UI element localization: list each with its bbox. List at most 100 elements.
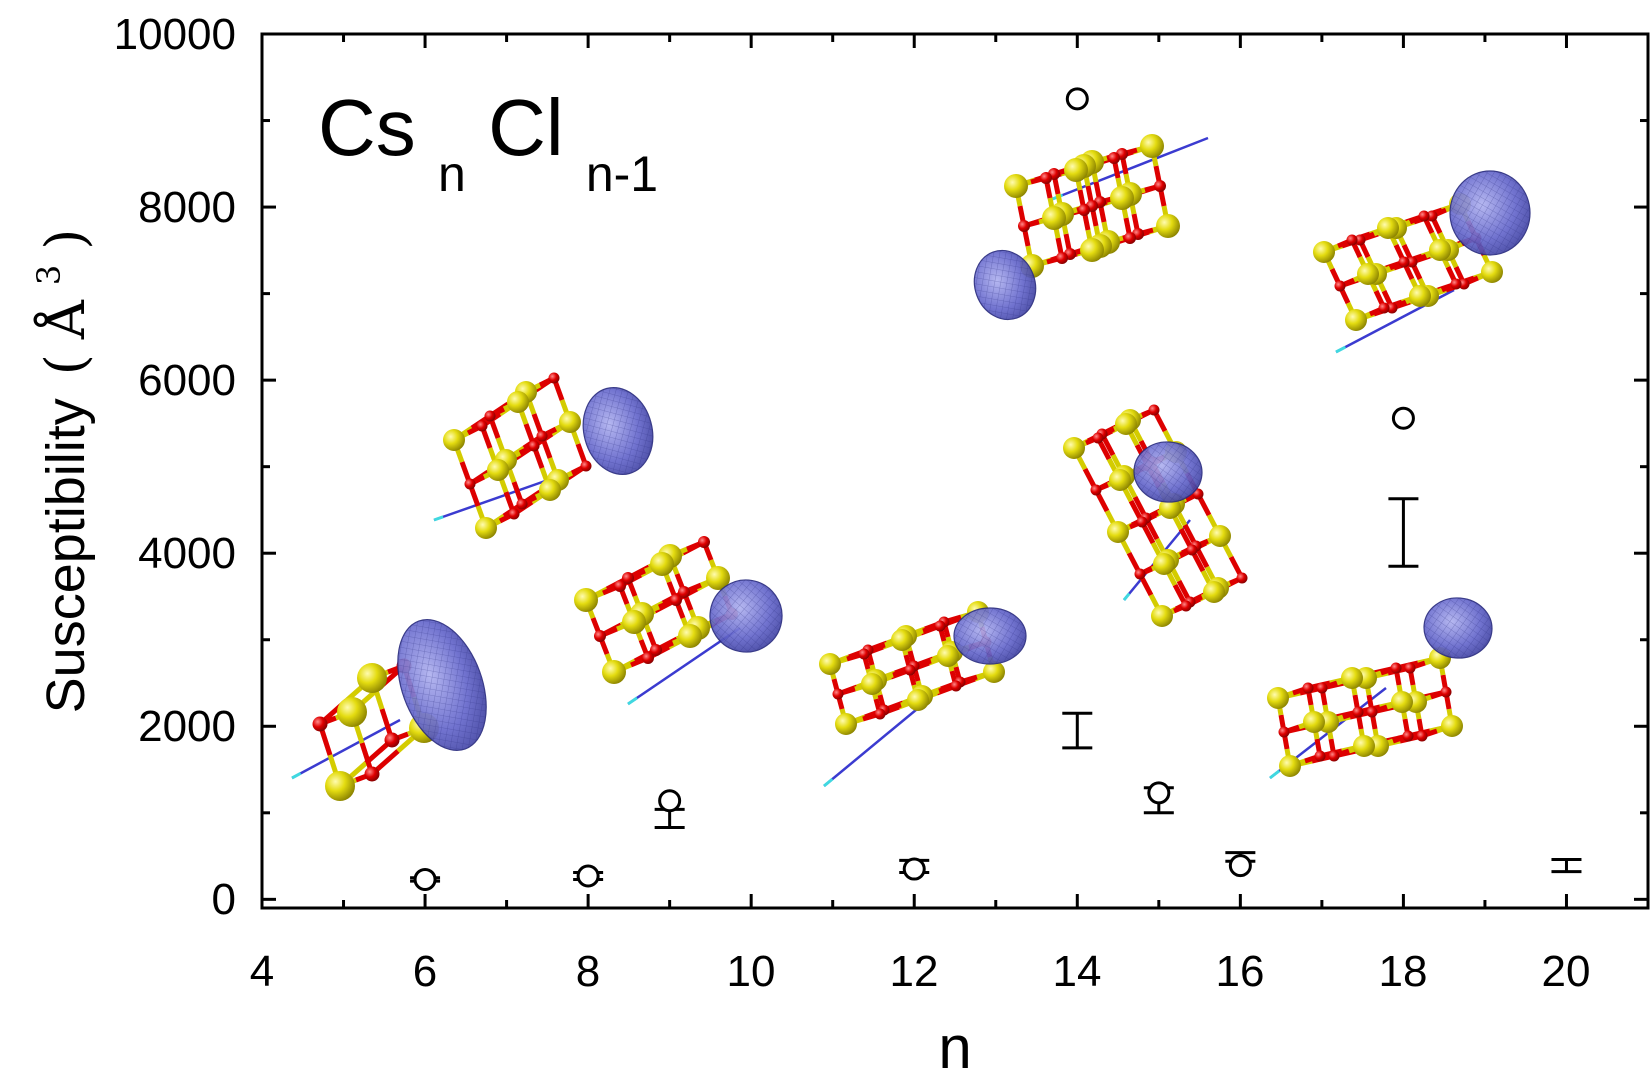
cs-atom bbox=[325, 771, 355, 801]
cl-atom bbox=[312, 716, 328, 732]
cs-atom bbox=[1203, 581, 1225, 603]
x-tick-label: 12 bbox=[890, 947, 939, 996]
cl-atom bbox=[934, 620, 946, 632]
dipole-vector-tip bbox=[1269, 769, 1281, 780]
cl-atom bbox=[1040, 172, 1052, 184]
x-tick-label: 16 bbox=[1216, 947, 1265, 996]
electron-density-mesh bbox=[1450, 171, 1530, 255]
electron-density-mesh bbox=[710, 580, 782, 652]
cs-atom bbox=[487, 459, 509, 481]
cs-atom bbox=[907, 689, 929, 711]
cl-atom bbox=[1418, 210, 1430, 222]
formula-n-minus-1-subscript: n-1 bbox=[586, 146, 658, 202]
y-axis-title-open: ( bbox=[34, 354, 97, 375]
data-point bbox=[902, 857, 926, 881]
cs-atom bbox=[891, 629, 913, 651]
data-point bbox=[1228, 854, 1252, 878]
y-tick-label: 2000 bbox=[138, 702, 236, 751]
cs-atom bbox=[1115, 413, 1137, 435]
cs-atom bbox=[706, 566, 730, 590]
cl-atom bbox=[516, 498, 528, 510]
cs-atom bbox=[1441, 715, 1463, 737]
y-axis-title-unit: Å bbox=[32, 299, 97, 340]
cl-atom bbox=[1078, 204, 1090, 216]
y-tick-label: 10000 bbox=[114, 10, 236, 59]
cl-atom bbox=[1458, 278, 1470, 290]
cs-atom bbox=[1209, 525, 1231, 547]
cl-atom bbox=[1302, 682, 1314, 694]
cs-atom bbox=[1064, 158, 1088, 182]
cl-atom bbox=[904, 664, 916, 676]
cl-atom bbox=[464, 478, 476, 490]
cl-atom bbox=[678, 586, 690, 598]
cs-atom bbox=[1042, 206, 1066, 230]
cl-atom bbox=[1092, 432, 1104, 444]
cs-atom bbox=[559, 411, 581, 433]
x-tick-labels: 4 6 8 10 12 14 16 18 20 bbox=[250, 947, 1591, 996]
cl-atom bbox=[1398, 256, 1410, 268]
cs-atom bbox=[574, 588, 598, 612]
cl-atom bbox=[1316, 682, 1328, 694]
cl-atom bbox=[1440, 686, 1452, 698]
cs-atom bbox=[678, 624, 702, 648]
cl-atom bbox=[484, 410, 496, 422]
cl-atom bbox=[1352, 706, 1364, 718]
y-tick-label: 0 bbox=[212, 875, 236, 924]
cl-atom bbox=[1378, 302, 1390, 314]
electron-density-mesh bbox=[1134, 441, 1202, 503]
data-point bbox=[1147, 781, 1171, 805]
cs-atom bbox=[861, 673, 883, 695]
circle-series bbox=[413, 87, 1415, 891]
cs-atom bbox=[1110, 186, 1134, 210]
y-tick-labels: 0 2000 4000 6000 8000 10000 bbox=[114, 10, 236, 924]
cl-atom bbox=[1154, 180, 1166, 192]
y-tick-label: 4000 bbox=[138, 529, 236, 578]
cl-atom bbox=[1346, 234, 1358, 246]
cluster-structure-9 bbox=[574, 536, 783, 706]
cl-atom bbox=[1124, 232, 1136, 244]
electron-density-mesh bbox=[397, 619, 487, 751]
cluster-structure-16 bbox=[1267, 597, 1493, 780]
cl-atom bbox=[364, 766, 380, 782]
cl-atom bbox=[1136, 516, 1148, 528]
cluster-structure-insets bbox=[291, 134, 1531, 801]
dipole-vector bbox=[433, 478, 549, 522]
x-axis-title: n bbox=[938, 1014, 971, 1078]
cs-atom bbox=[357, 663, 387, 693]
dipole-vector-tip bbox=[1335, 345, 1347, 354]
cl-atom bbox=[622, 572, 634, 584]
cl-atom bbox=[1426, 210, 1438, 222]
cs-atom bbox=[1267, 687, 1289, 709]
cs-atom bbox=[835, 713, 857, 735]
cs-atom bbox=[507, 391, 529, 413]
cs-atom bbox=[1279, 755, 1301, 777]
formula-annotation: Cs n Cl n-1 bbox=[318, 83, 658, 208]
data-point bbox=[1065, 87, 1089, 111]
cl-atom bbox=[1108, 152, 1120, 164]
y-axis-title-main: Susceptibility bbox=[36, 398, 96, 713]
cs-atom bbox=[819, 653, 841, 675]
cs-atom bbox=[1004, 174, 1028, 198]
cl-atom bbox=[1404, 662, 1416, 674]
x-tick-label: 20 bbox=[1542, 947, 1591, 996]
cl-atom bbox=[1134, 568, 1146, 580]
dipole-vector bbox=[291, 718, 401, 780]
cluster-structure-5 bbox=[291, 619, 487, 801]
x-tick-label: 6 bbox=[413, 947, 437, 996]
cl-atom bbox=[1334, 280, 1346, 292]
cl-atom bbox=[1056, 252, 1068, 264]
cs-atom bbox=[983, 661, 1005, 683]
data-point bbox=[658, 789, 682, 813]
cl-atom bbox=[1314, 750, 1326, 762]
cl-atom bbox=[1386, 302, 1398, 314]
cs-atom bbox=[1353, 735, 1375, 757]
data-point bbox=[413, 867, 437, 891]
cl-atom bbox=[1236, 572, 1248, 584]
cl-atom bbox=[874, 708, 886, 720]
cl-atom bbox=[670, 594, 682, 606]
cs-atom bbox=[1341, 667, 1363, 689]
cl-atom bbox=[1450, 278, 1462, 290]
cl-atom bbox=[614, 580, 626, 592]
error-bar bbox=[1388, 497, 1419, 568]
